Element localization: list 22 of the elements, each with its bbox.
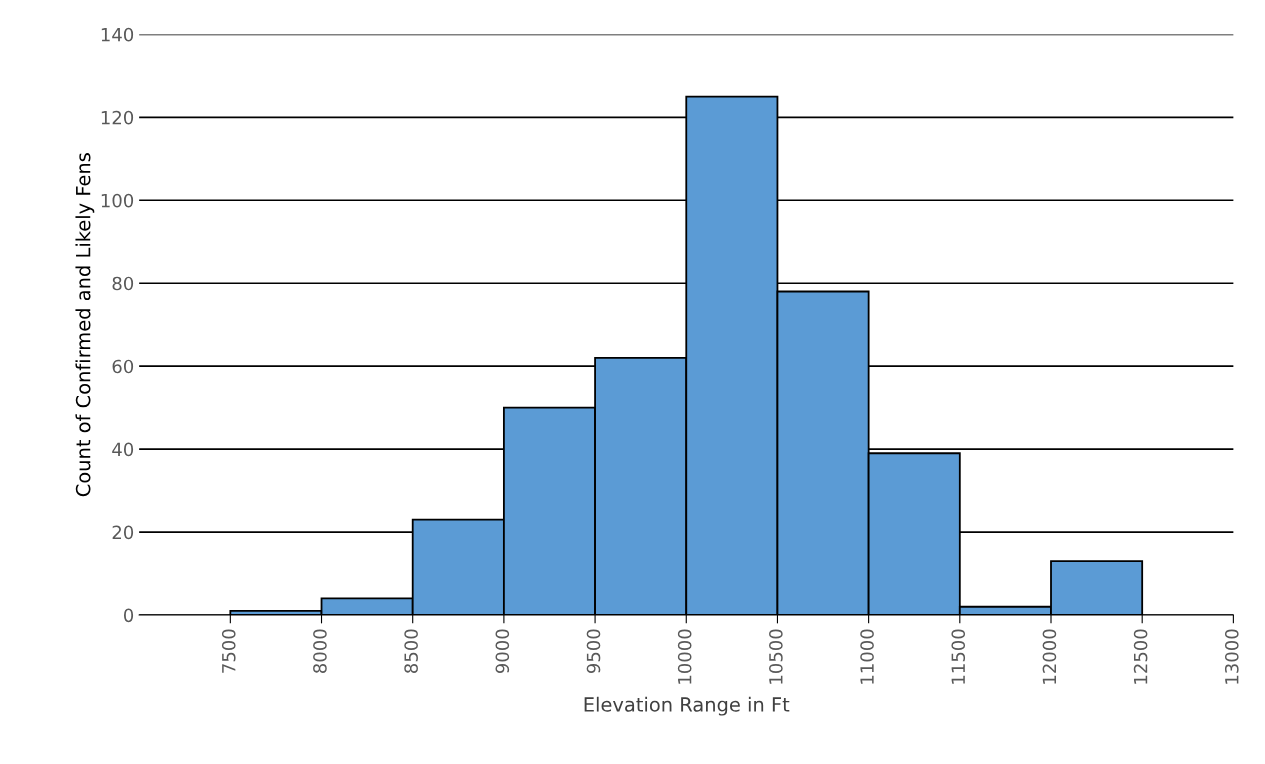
x-tick-label: 13000 <box>1224 629 1239 684</box>
y-tick-label: 60 <box>112 359 134 374</box>
y-tick-label: 100 <box>101 193 134 208</box>
y-axis-title: Count of Confirmed and Likely Fens <box>75 153 95 497</box>
x-tick-label: 10500 <box>769 629 783 684</box>
x-tick-label: 9000 <box>495 629 510 674</box>
y-tick-label: 140 <box>101 27 134 42</box>
y-tick-label: 80 <box>112 276 134 291</box>
x-tick-label: 11000 <box>860 629 874 684</box>
y-tick-label: 20 <box>112 525 134 540</box>
x-tick-label: 12000 <box>1042 629 1057 684</box>
y-tick-label: 120 <box>101 110 134 125</box>
x-tick-label: 9500 <box>586 629 601 674</box>
y-tick-label: 40 <box>112 442 134 457</box>
x-tick-label: 10000 <box>677 629 692 684</box>
y-tick-label: 0 <box>123 608 134 623</box>
x-tick-label: 8500 <box>404 629 418 673</box>
x-tick-label: 11500 <box>951 629 966 684</box>
x-tick-label: 12500 <box>1133 629 1148 684</box>
x-tick-label: 7500 <box>221 629 236 673</box>
x-axis-title: Elevation Range in Ft <box>584 696 790 716</box>
x-tick-label: 8000 <box>313 629 327 673</box>
